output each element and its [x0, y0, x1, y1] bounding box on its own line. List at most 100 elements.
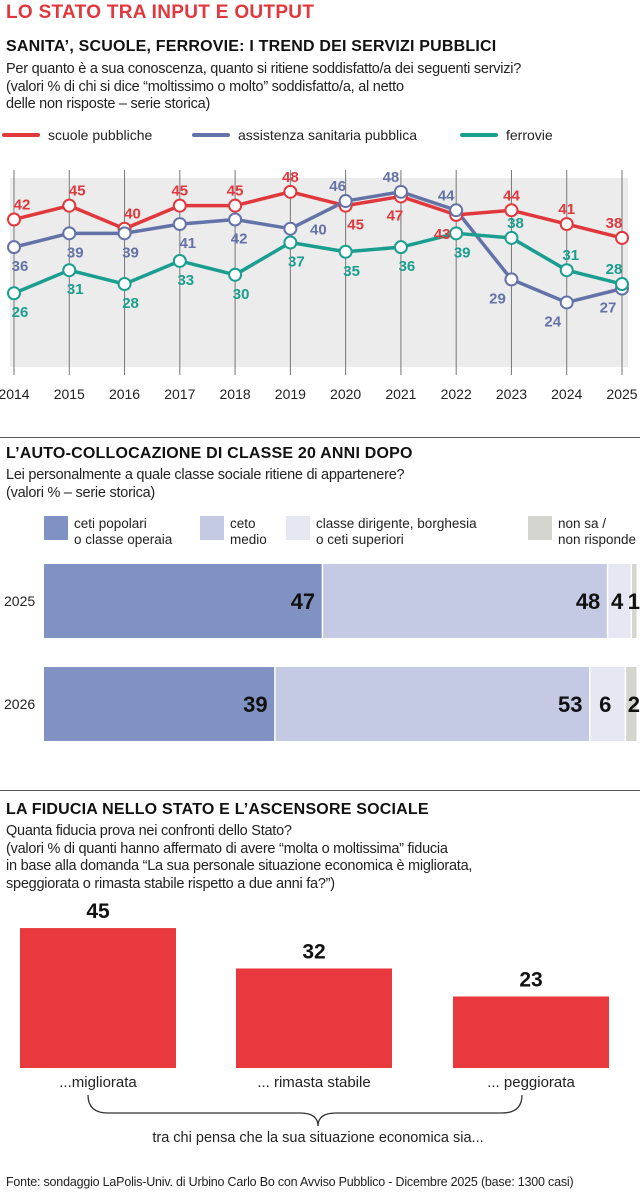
data-label: 41	[179, 235, 196, 252]
data-point	[172, 217, 187, 232]
x-tick-label: 2014	[0, 386, 30, 402]
legend-label: medio	[230, 532, 267, 547]
data-label: 39	[122, 244, 139, 261]
subtitle-line: Quanta fiducia prova nei confronti dello…	[6, 823, 292, 839]
row-label: 2026	[4, 696, 35, 712]
data-label: 46	[329, 178, 346, 195]
category-label: ... rimasta stabile	[257, 1074, 370, 1091]
segment-value: 47	[291, 589, 315, 614]
data-point	[228, 267, 243, 282]
data-label: 42	[231, 230, 248, 247]
data-point	[117, 277, 132, 292]
data-point	[7, 286, 21, 301]
x-tick-label: 2024	[551, 386, 582, 402]
data-label: 45	[347, 217, 364, 234]
bar-segment	[44, 564, 322, 638]
brace-caption: tra chi pensa che la sua situazione econ…	[152, 1130, 483, 1146]
legend-label: ferrovie	[506, 127, 553, 143]
subtitle-line: Lei personalmente a quale classe sociale…	[6, 467, 405, 483]
bar-segment	[626, 667, 637, 741]
bar	[20, 928, 176, 1068]
legend-swatch	[286, 516, 310, 540]
x-tick-label: 2017	[164, 386, 195, 402]
data-point	[7, 240, 21, 255]
bar-segment	[590, 667, 625, 741]
bar-chart: 45 ...migliorata 32 ... rimasta stabile 23..…	[20, 900, 609, 1146]
data-label: 43	[434, 226, 451, 243]
series-line-0	[13, 190, 623, 240]
data-point	[228, 198, 243, 213]
legend-ceti-popolari: ceti popolari o classe operaia	[44, 516, 172, 548]
source-footer: Fonte: sondaggio LaPolis-Univ. di Urbino…	[6, 1175, 574, 1189]
data-point	[504, 230, 519, 245]
data-label: 39	[454, 244, 471, 261]
bar-segment	[275, 667, 589, 741]
bar-value: 45	[86, 900, 110, 923]
section2-subtitle: Lei personalmente a quale classe sociale…	[6, 467, 405, 502]
section2-heading: L’AUTO-COLLOCAZIONE DI CLASSE 20 ANNI DO…	[6, 445, 413, 462]
data-label: 47	[387, 207, 404, 224]
data-point	[62, 226, 77, 241]
data-point	[172, 198, 187, 213]
bar-value: 23	[519, 968, 542, 991]
line-chart: 2014 2015 2016 2017 2018 2019 2020 2021 2022 2023…	[0, 169, 638, 402]
bar-segment	[44, 667, 275, 741]
bar	[453, 996, 609, 1068]
main-title: LO STATO TRA INPUT E OUTPUT	[6, 2, 315, 23]
data-point	[7, 212, 21, 227]
bar	[236, 968, 392, 1068]
segment-value: 1	[628, 589, 640, 614]
data-label: 26	[12, 304, 29, 321]
data-point	[559, 295, 574, 310]
legend-label: assistenza sanitaria pubblica	[238, 127, 417, 143]
segment-value: 53	[558, 692, 582, 717]
x-tick-label: 2023	[496, 386, 527, 402]
segment-value: 2	[628, 692, 640, 717]
data-label: 28	[606, 261, 623, 278]
data-label: 48	[282, 169, 299, 186]
legend-scuole: scuole pubbliche	[2, 127, 152, 143]
data-label: 38	[507, 215, 524, 232]
legend-line-swatch	[460, 133, 498, 137]
divider	[0, 790, 640, 791]
data-point	[338, 244, 353, 259]
category-label: ... peggiorata	[487, 1074, 575, 1091]
legend-swatch	[200, 516, 224, 540]
x-tick-label: 2020	[330, 386, 361, 402]
data-point	[62, 198, 77, 213]
x-tick-label: 2025	[606, 386, 637, 402]
bar-segment	[632, 564, 637, 638]
data-label: 38	[606, 215, 623, 232]
bar-segment	[608, 564, 631, 638]
subtitle-line: Per quanto è a sua conoscenza, quanto si…	[6, 61, 522, 77]
legend-label: scuole pubbliche	[48, 127, 153, 143]
data-label: 36	[12, 258, 29, 275]
legend-label: non sa /	[558, 516, 607, 531]
data-point	[283, 221, 298, 236]
x-tick-label: 2016	[109, 386, 140, 402]
data-point	[615, 230, 629, 245]
row-label: 2025	[4, 593, 35, 609]
data-point	[449, 203, 464, 218]
series-line-1	[13, 190, 623, 305]
data-point	[338, 194, 353, 209]
bar-segment	[323, 564, 607, 638]
data-label: 44	[503, 187, 520, 204]
subtitle-line: speggiorata o rimasta stabile rispetto a…	[6, 875, 335, 892]
section3-heading: LA FIDUCIA NELLO STATO E L’ASCENSORE SOC…	[6, 801, 429, 818]
data-point	[559, 263, 574, 278]
data-label: 42	[14, 196, 31, 213]
data-point	[615, 277, 629, 292]
legend-non-sa: non sa / non risponde	[528, 516, 636, 548]
data-label: 30	[233, 286, 250, 303]
data-point	[283, 184, 298, 199]
data-point	[172, 253, 187, 268]
legend-sanita: assistenza sanitaria pubblica	[192, 127, 417, 143]
data-point	[393, 184, 408, 199]
category-label: ...migliorata	[59, 1074, 137, 1091]
legend-line-swatch	[192, 133, 230, 137]
segment-value: 4	[611, 589, 624, 614]
data-label: 45	[171, 183, 188, 200]
data-label: 29	[489, 290, 506, 307]
x-tick-label: 2015	[54, 386, 85, 402]
